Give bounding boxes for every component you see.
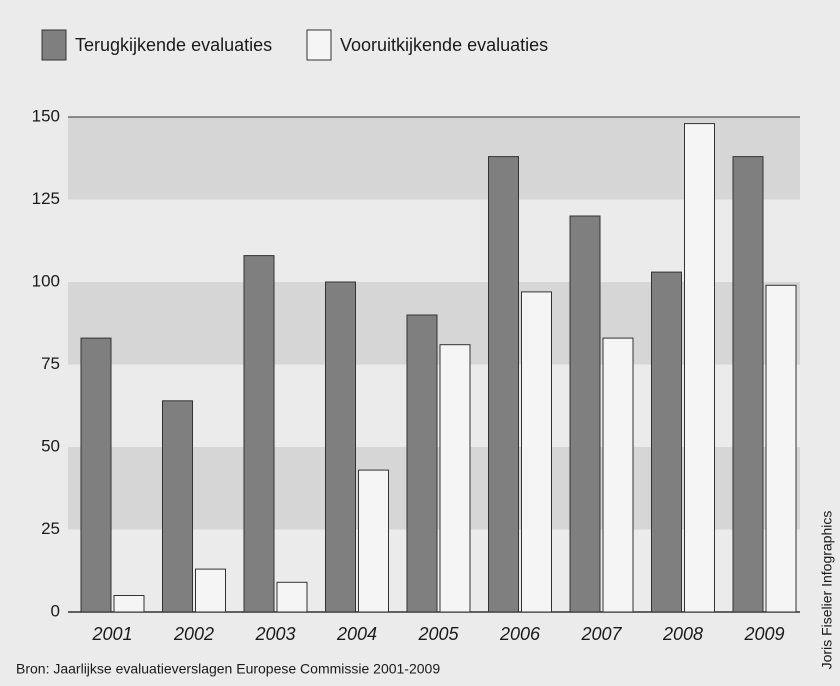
legend-swatch [306, 29, 332, 61]
bar [195, 568, 226, 613]
bar [113, 595, 145, 613]
x-tick-label: 2009 [743, 624, 784, 644]
bar [488, 156, 519, 613]
bar [276, 581, 308, 613]
y-tick-label: 0 [51, 601, 60, 620]
x-tick-label: 2002 [173, 624, 214, 644]
credit: Joris Fiselier Infographics [819, 511, 835, 670]
x-tick-label: 2008 [662, 624, 703, 644]
y-tick-label: 75 [41, 354, 60, 373]
y-tick-label: 50 [41, 436, 60, 455]
y-tick-label: 25 [41, 519, 60, 538]
bar [602, 337, 634, 613]
bar [162, 400, 193, 613]
bar [325, 281, 356, 613]
legend-label: Terugkijkende evaluaties [75, 35, 272, 55]
bar [358, 469, 389, 613]
bar [651, 271, 682, 613]
bar [439, 344, 471, 613]
x-tick-label: 2005 [417, 624, 459, 644]
bar [80, 337, 112, 613]
bar [406, 314, 438, 613]
legend-swatch [41, 29, 67, 61]
x-tick-label: 2003 [254, 624, 295, 644]
x-tick-label: 2001 [91, 624, 132, 644]
source-note: Bron: Jaarlijkse evaluatieverslagen Euro… [16, 661, 440, 677]
bar [521, 291, 552, 613]
x-tick-label: 2007 [580, 624, 622, 644]
bar [684, 123, 715, 613]
grid-band [68, 117, 800, 200]
legend-label: Vooruitkijkende evaluaties [340, 35, 548, 55]
bar [732, 156, 764, 613]
y-tick-label: 100 [32, 271, 60, 290]
x-tick-label: 2004 [336, 624, 377, 644]
bar [569, 215, 601, 613]
y-tick-label: 150 [32, 106, 60, 125]
bar [765, 284, 797, 613]
bar [243, 255, 275, 613]
y-tick-label: 125 [32, 189, 60, 208]
x-tick-label: 2006 [499, 624, 541, 644]
